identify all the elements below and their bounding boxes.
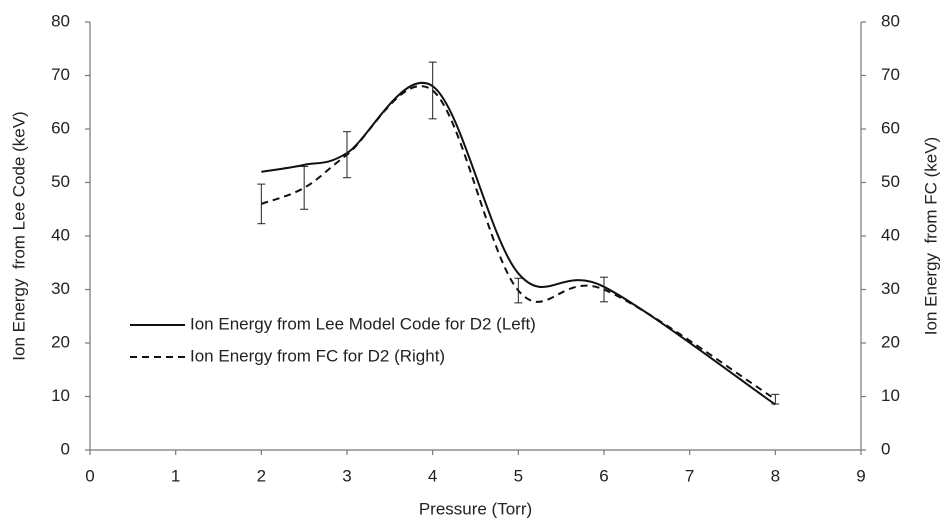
x-tick-label: 5	[514, 466, 523, 485]
y-tick-label: 20	[51, 332, 70, 351]
error-bar	[771, 393, 780, 405]
y2-tick-label: 30	[881, 279, 900, 298]
x-tick-label: 4	[428, 466, 437, 485]
y2-axis-label: Ion Energy from FC (keV)	[921, 137, 940, 335]
y2-tick-label: 10	[881, 386, 900, 405]
error-bar	[428, 61, 437, 120]
x-tick-label: 3	[342, 466, 351, 485]
x-tick-label: 1	[171, 466, 180, 485]
y-tick-label: 70	[51, 65, 70, 84]
x-tick-label: 2	[257, 466, 266, 485]
y2-tick-label: 80	[881, 11, 900, 30]
x-tick-label: 7	[685, 466, 694, 485]
legend-label: Ion Energy from Lee Model Code for D2 (L…	[190, 314, 536, 333]
error-bar	[343, 131, 351, 179]
error-bar	[257, 183, 266, 225]
y-tick-label: 80	[51, 11, 70, 30]
x-tick-label: 9	[856, 466, 865, 485]
y-tick-label: 60	[51, 118, 70, 137]
y-tick-label: 0	[61, 439, 70, 458]
y2-tick-label: 50	[881, 172, 900, 191]
x-tick-label: 0	[85, 466, 94, 485]
x-tick-label: 6	[599, 466, 608, 485]
y2-tick-label: 60	[881, 118, 900, 137]
legend-label: Ion Energy from FC for D2 (Right)	[190, 346, 445, 365]
error-bar	[514, 277, 523, 304]
y-tick-label: 40	[51, 225, 70, 244]
y-tick-label: 30	[51, 279, 70, 298]
y2-tick-label: 40	[881, 225, 900, 244]
y-tick-label: 10	[51, 386, 70, 405]
y2-tick-label: 0	[881, 439, 890, 458]
error-bar	[600, 276, 608, 303]
y-tick-label: 50	[51, 172, 70, 191]
x-axis-label: Pressure (Torr)	[419, 499, 532, 518]
series-line	[260, 85, 776, 401]
error-bar	[300, 165, 309, 210]
x-tick-label: 8	[771, 466, 780, 485]
y-axis-label: Ion Energy from Lee Code (keV)	[9, 111, 28, 360]
y2-tick-label: 70	[881, 65, 900, 84]
y2-tick-label: 20	[881, 332, 900, 351]
